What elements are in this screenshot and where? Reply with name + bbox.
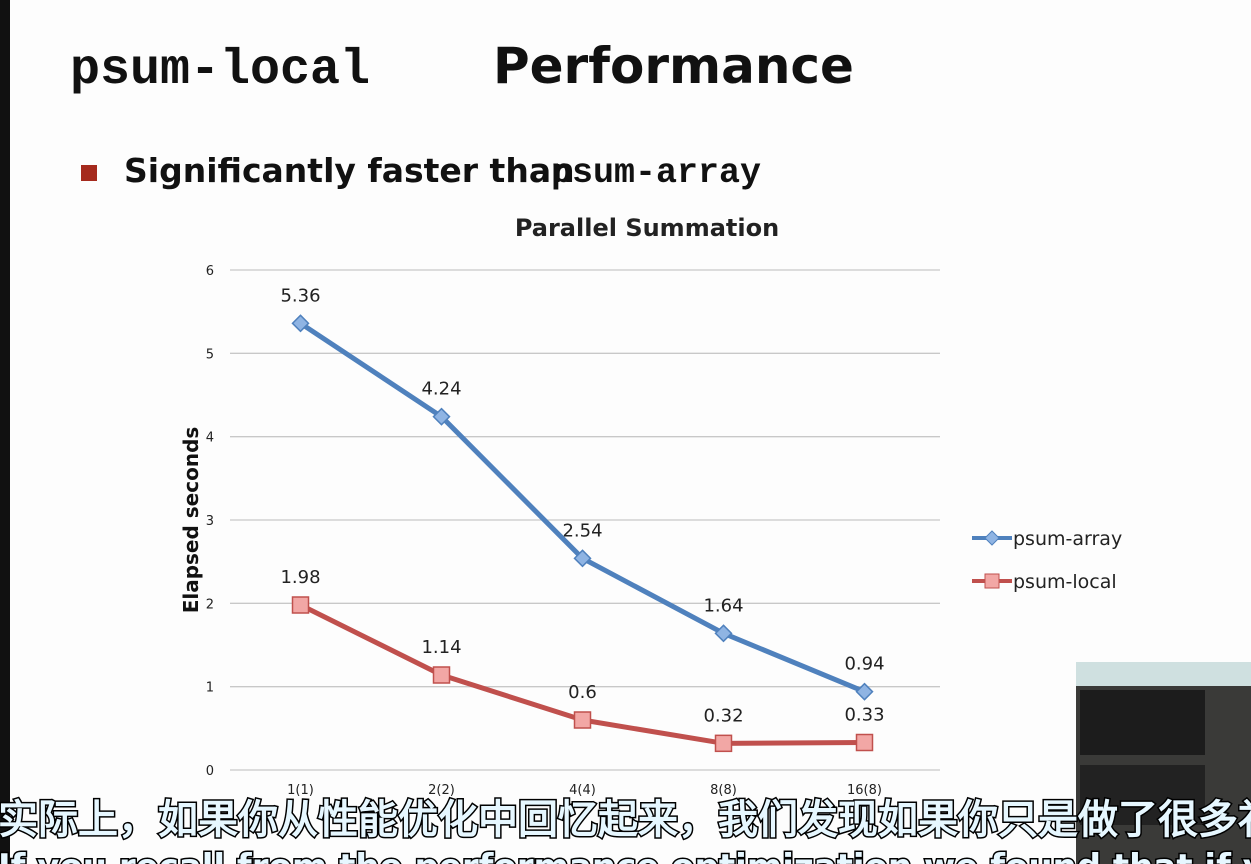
data-point	[855, 682, 874, 701]
data-label: 4.24	[421, 379, 461, 400]
legend-label: psum-array	[1013, 528, 1122, 550]
x-tick-label: 8(8)	[710, 783, 737, 798]
data-point	[714, 734, 733, 753]
data-point	[714, 624, 733, 643]
data-label: 0.6	[568, 682, 597, 703]
data-point	[855, 733, 874, 752]
data-label: 1.98	[280, 567, 320, 588]
y-tick-label: 3	[206, 514, 214, 529]
data-point	[573, 711, 592, 729]
subtitle-zh: 实际上，如果你从性能优化中回忆起来，我们发现如果你只是做了很多补	[0, 797, 1251, 843]
data-label: 5.36	[280, 285, 320, 306]
x-tick-label: 16(8)	[847, 783, 882, 798]
legend-swatch	[984, 530, 1000, 546]
y-axis-label: Elapsed seconds	[179, 427, 203, 614]
y-tick-label: 4	[206, 431, 214, 446]
slide-title: Performance	[493, 37, 854, 95]
bullet-text: Significantly faster than	[124, 151, 575, 190]
data-point	[432, 407, 451, 426]
video-board	[1080, 765, 1205, 825]
x-tick-label: 2(2)	[428, 783, 455, 798]
slide-title-code: psum-local	[70, 42, 370, 99]
legend-swatch	[984, 573, 1000, 589]
y-tick-label: 0	[206, 764, 214, 779]
data-label: 2.54	[562, 520, 602, 541]
data-label: 1.64	[703, 595, 743, 616]
data-point	[573, 549, 592, 568]
subtitle-en: If you recall from the performance optim…	[0, 847, 1251, 864]
legend-label: psum-local	[1013, 571, 1117, 593]
video-ceiling	[1076, 662, 1251, 686]
data-point	[291, 596, 310, 614]
data-point	[291, 314, 310, 333]
chart: Parallel Summation Elapsed seconds 0 1 2 3 4 5 6…	[179, 214, 1122, 798]
video-inset	[1076, 662, 1251, 864]
y-tick-label: 2	[206, 597, 214, 612]
data-label: 0.32	[703, 705, 743, 726]
video-board	[1080, 690, 1205, 755]
x-tick-label: 1(1)	[287, 783, 314, 798]
y-tick-label: 6	[206, 264, 214, 279]
y-tick-label: 1	[206, 681, 214, 696]
data-label: 0.33	[844, 705, 884, 726]
x-tick-label: 4(4)	[569, 783, 596, 798]
left-edge	[0, 0, 10, 864]
chart-title: Parallel Summation	[515, 214, 779, 242]
y-tick-label: 5	[206, 347, 214, 362]
data-point	[432, 666, 451, 684]
bullet-code: psum-array	[551, 153, 761, 193]
data-label: 1.14	[421, 637, 461, 658]
bullet-marker	[81, 165, 97, 181]
data-label: 0.94	[844, 654, 884, 675]
